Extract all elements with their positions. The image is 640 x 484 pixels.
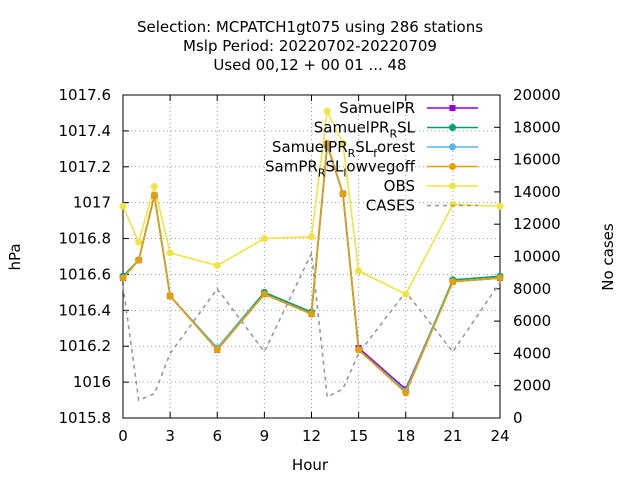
data-point <box>449 278 457 286</box>
legend-label: SamPRRSLlowvegoff <box>265 158 416 180</box>
series-line <box>122 144 501 393</box>
data-point <box>496 274 504 282</box>
y-tick-label: 1017.6 <box>59 86 112 104</box>
y2-tick-label: 12000 <box>513 215 561 233</box>
data-point <box>323 107 331 115</box>
legend-marker <box>449 105 456 111</box>
y-tick-label: 1016 <box>73 373 111 391</box>
y-tick-label: 1016.4 <box>59 301 112 319</box>
x-tick-label: 12 <box>302 427 321 445</box>
data-point <box>402 290 410 298</box>
data-point <box>339 190 347 198</box>
y-tick-label: 1017 <box>73 194 111 212</box>
legend-marker <box>449 124 456 131</box>
data-point <box>166 249 174 257</box>
data-point <box>260 290 268 298</box>
x-tick-label: 9 <box>260 427 270 445</box>
x-tick-label: 15 <box>349 427 368 445</box>
y-tick-label: 1015.8 <box>59 409 112 427</box>
legend: SamuelPR SamuelPRRSLSamuelPRRSLforestSamP… <box>265 99 478 215</box>
series-line <box>122 144 501 393</box>
data-point <box>166 292 174 300</box>
legend-marker <box>449 143 456 151</box>
data-point <box>308 310 315 318</box>
chart-title-line-3: Used 00,12 + 00 01 ... 48 <box>213 56 406 74</box>
y2-tick-label: 18000 <box>513 118 561 136</box>
data-point <box>213 261 221 269</box>
chart-title-line-1: Selection: MCPATCH1gt075 using 286 stati… <box>137 18 483 36</box>
data-point <box>213 346 221 354</box>
x-tick-label: 6 <box>212 427 222 445</box>
y2-tick-label: 4000 <box>513 344 551 362</box>
x-tick-label: 24 <box>490 427 509 445</box>
legend-marker <box>449 182 456 190</box>
axis-ticks: 0 3 6 9 12 15 18 21 24 1015.8 1016 1016.2 1016.4 1016… <box>59 86 561 445</box>
legend-label: SamuelPRRSL <box>314 119 416 141</box>
y2-tick-label: 14000 <box>513 183 561 201</box>
y2-tick-label: 20000 <box>513 86 561 104</box>
data-point <box>150 183 158 191</box>
y2-axis-label: No cases <box>599 223 617 291</box>
legend-label: SamuelPRRSLforest <box>272 138 415 160</box>
data-point <box>260 235 268 243</box>
chart-title-line-2: Mslp Period: 20220702-20220709 <box>183 37 437 55</box>
data-point <box>135 256 143 264</box>
x-axis-label: Hour <box>292 456 329 474</box>
y-tick-label: 1016.6 <box>59 265 112 283</box>
data-point <box>339 139 347 147</box>
data-point <box>135 238 143 246</box>
x-tick-label: 3 <box>165 427 175 445</box>
legend-label: SamuelPR <box>339 99 415 117</box>
legend-label: CASES <box>366 197 415 215</box>
data-point <box>355 267 363 275</box>
data-point <box>402 389 410 397</box>
y2-tick-label: 2000 <box>513 377 551 395</box>
y-tick-label: 1017.2 <box>59 158 112 176</box>
y2-tick-label: 8000 <box>513 280 551 298</box>
y2-tick-label: 6000 <box>513 312 551 330</box>
legend-label: OBS <box>384 177 415 195</box>
series-obs <box>119 107 504 298</box>
data-point <box>355 346 363 354</box>
data-point <box>150 191 158 199</box>
y-tick-label: 1016.8 <box>59 230 112 248</box>
data-point <box>308 233 315 241</box>
x-tick-label: 18 <box>396 427 415 445</box>
y-tick-label: 1016.2 <box>59 337 112 355</box>
x-tick-label: 0 <box>118 427 128 445</box>
y-axis-label: hPa <box>6 243 24 270</box>
y2-tick-label: 16000 <box>513 151 561 169</box>
y2-tick-label: 0 <box>513 409 523 427</box>
data-point <box>119 202 127 210</box>
series-sampr-r-sl-lowvegoff <box>119 139 504 397</box>
series-group <box>119 107 504 402</box>
data-point <box>119 274 127 282</box>
data-point <box>323 139 331 147</box>
data-point <box>496 202 504 210</box>
y-tick-label: 1017.4 <box>59 122 112 140</box>
data-point <box>449 200 457 208</box>
y2-tick-label: 10000 <box>513 248 561 266</box>
x-tick-label: 21 <box>443 427 462 445</box>
legend-marker <box>449 163 456 170</box>
